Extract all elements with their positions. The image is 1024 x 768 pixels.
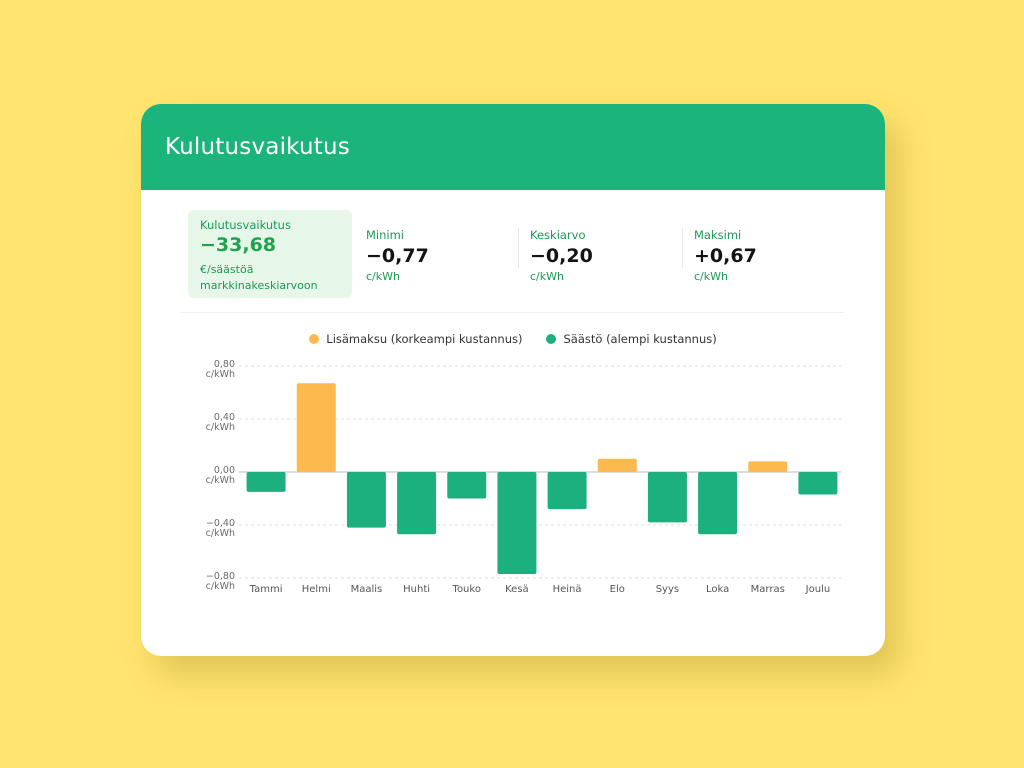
stat-unit: c/kWh xyxy=(366,270,400,283)
bar-loka xyxy=(698,472,738,535)
y-tick-unit: c/kWh xyxy=(206,422,235,433)
stat-unit: €/säästöä markkinakeskiarvoon xyxy=(200,263,318,292)
legend-dot-saving xyxy=(546,334,557,344)
stat-unit: c/kWh xyxy=(530,270,564,283)
card-title: Kulutusvaikutus xyxy=(165,134,350,160)
y-tick-unit: c/kWh xyxy=(206,528,235,539)
y-tick-label: 0,40 xyxy=(214,412,235,423)
y-tick-label: 0,80 xyxy=(214,359,235,370)
stat-minimum: Minimi −0,77 c/kWh xyxy=(366,228,429,288)
bar-heinä xyxy=(547,472,587,510)
legend-label: Lisämaksu (korkeampi kustannus) xyxy=(326,332,523,346)
bar-kesä xyxy=(497,472,537,575)
y-tick-unit: c/kWh xyxy=(206,475,235,486)
x-tick-label: Tammi xyxy=(249,584,283,595)
bar-helmi xyxy=(296,383,336,472)
y-tick-label: −0,40 xyxy=(206,518,235,529)
stat-consumption-impact: Kulutusvaikutus −33,68 €/säästöä markkin… xyxy=(188,210,352,298)
bar-joulu xyxy=(798,472,838,495)
legend-item-surcharge[interactable]: Lisämaksu (korkeampi kustannus) xyxy=(309,332,522,346)
legend-dot-surcharge xyxy=(309,334,320,344)
x-tick-label: Huhti xyxy=(403,584,430,595)
y-tick-label: 0,00 xyxy=(214,465,235,476)
x-tick-label: Helmi xyxy=(302,584,331,595)
x-tick-label: Marras xyxy=(751,584,785,595)
chart-legend: Lisämaksu (korkeampi kustannus) Säästö (… xyxy=(141,332,885,346)
bar-maalis xyxy=(346,472,386,528)
stat-value: +0,67 xyxy=(694,245,757,267)
bar-elo xyxy=(597,458,637,472)
x-tick-label: Maalis xyxy=(351,584,383,595)
bar-syys xyxy=(647,472,687,523)
stat-divider xyxy=(682,228,683,268)
stat-label: Keskiarvo xyxy=(530,228,586,242)
consumption-impact-card: Kulutusvaikutus Kulutusvaikutus −33,68 €… xyxy=(141,104,885,656)
stat-average: Keskiarvo −0,20 c/kWh xyxy=(530,228,593,288)
stat-label: Minimi xyxy=(366,228,404,242)
y-tick-unit: c/kWh xyxy=(206,369,235,380)
x-tick-label: Joulu xyxy=(805,584,831,595)
stat-label: Maksimi xyxy=(694,228,742,242)
x-tick-label: Kesä xyxy=(505,584,529,595)
monthly-bar-chart: 0,80c/kWh0,40c/kWh0,00c/kWh−0,40c/kWh−0,… xyxy=(206,359,841,595)
section-divider xyxy=(181,312,845,313)
stat-maximum: Maksimi +0,67 c/kWh xyxy=(694,228,757,288)
stat-value: −33,68 xyxy=(200,234,277,256)
x-tick-label: Touko xyxy=(452,584,481,595)
bar-huhti xyxy=(397,472,437,535)
x-tick-label: Heinä xyxy=(553,584,582,595)
x-tick-label: Loka xyxy=(706,584,729,595)
bar-tammi xyxy=(246,472,286,492)
stat-label: Kulutusvaikutus xyxy=(200,218,291,232)
x-tick-label: Elo xyxy=(610,584,625,595)
stat-divider xyxy=(518,228,519,268)
x-tick-label: Syys xyxy=(656,584,679,595)
stat-value: −0,20 xyxy=(530,245,593,267)
stats-row: Kulutusvaikutus −33,68 €/säästöä markkin… xyxy=(188,210,848,302)
stat-value: −0,77 xyxy=(366,245,429,267)
card-header: Kulutusvaikutus xyxy=(141,104,885,190)
y-tick-label: −0,80 xyxy=(206,571,235,582)
bar-touko xyxy=(447,472,487,499)
legend-label: Säästö (alempi kustannus) xyxy=(563,332,717,346)
y-tick-unit: c/kWh xyxy=(206,581,235,592)
stat-unit: c/kWh xyxy=(694,270,728,283)
legend-item-saving[interactable]: Säästö (alempi kustannus) xyxy=(546,332,717,346)
bar-marras xyxy=(748,461,788,472)
